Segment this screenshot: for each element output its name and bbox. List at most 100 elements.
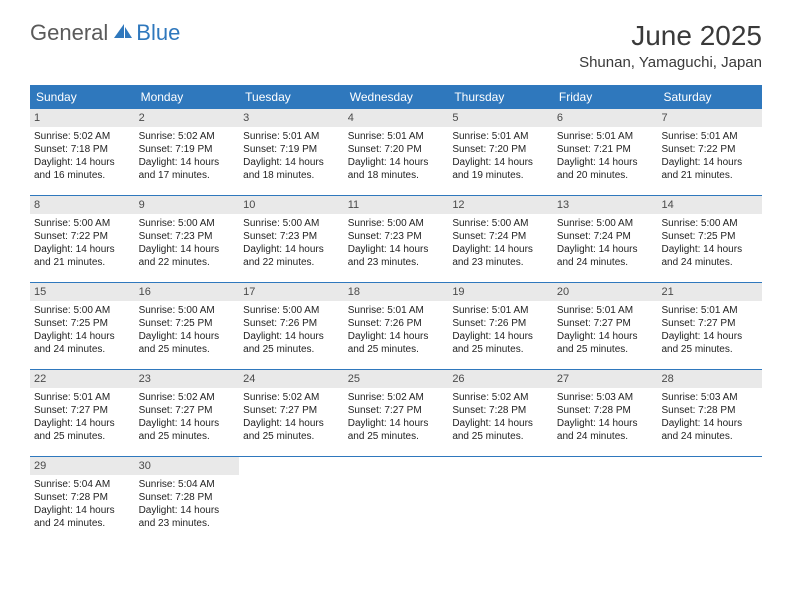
sunrise-line: Sunrise: 5:00 AM [34, 304, 131, 317]
day-number: 12 [448, 196, 553, 214]
day-cell: 11Sunrise: 5:00 AMSunset: 7:23 PMDayligh… [344, 196, 449, 282]
day-number: 9 [135, 196, 240, 214]
day-cell: 20Sunrise: 5:01 AMSunset: 7:27 PMDayligh… [553, 283, 658, 369]
day-body: Sunrise: 5:00 AMSunset: 7:24 PMDaylight:… [557, 217, 654, 269]
sunset-line: Sunset: 7:22 PM [661, 143, 758, 156]
logo: General Blue [30, 20, 180, 46]
sunrise-line: Sunrise: 5:01 AM [243, 130, 340, 143]
day-number: 21 [657, 283, 762, 301]
daylight-line: Daylight: 14 hours and 23 minutes. [139, 504, 236, 530]
dayhead-sunday: Sunday [30, 86, 135, 108]
day-cell: 29Sunrise: 5:04 AMSunset: 7:28 PMDayligh… [30, 457, 135, 543]
day-body: Sunrise: 5:00 AMSunset: 7:23 PMDaylight:… [243, 217, 340, 269]
day-number: 30 [135, 457, 240, 475]
day-number: 13 [553, 196, 658, 214]
day-body: Sunrise: 5:02 AMSunset: 7:27 PMDaylight:… [139, 391, 236, 443]
day-number: 28 [657, 370, 762, 388]
sunset-line: Sunset: 7:27 PM [34, 404, 131, 417]
sunrise-line: Sunrise: 5:00 AM [243, 304, 340, 317]
day-number: 16 [135, 283, 240, 301]
daylight-line: Daylight: 14 hours and 24 minutes. [34, 504, 131, 530]
sunset-line: Sunset: 7:19 PM [139, 143, 236, 156]
title-block: June 2025 Shunan, Yamaguchi, Japan [579, 20, 762, 71]
day-cell: 30 Sunrise: 5:04 AMSunset: 7:28 PMDayligh… [135, 457, 240, 543]
logo-text-general: General [30, 20, 108, 46]
daylight-line: Daylight: 14 hours and 17 minutes. [139, 156, 236, 182]
daylight-line: Daylight: 14 hours and 23 minutes. [452, 243, 549, 269]
day-number: 22 [30, 370, 135, 388]
daylight-line: Daylight: 14 hours and 25 minutes. [243, 330, 340, 356]
day-number: 6 [553, 109, 658, 127]
sunset-line: Sunset: 7:20 PM [348, 143, 445, 156]
day-body: Sunrise: 5:01 AMSunset: 7:20 PMDaylight:… [452, 130, 549, 182]
daylight-line: Daylight: 14 hours and 25 minutes. [661, 330, 758, 356]
day-body: Sunrise: 5:00 AMSunset: 7:22 PMDaylight:… [34, 217, 131, 269]
sunset-line: Sunset: 7:19 PM [243, 143, 340, 156]
day-cell: 1 Sunrise: 5:02 AMSunset: 7:18 PMDaylight… [30, 109, 135, 195]
day-cell: 21Sunrise: 5:01 AMSunset: 7:27 PMDayligh… [657, 283, 762, 369]
sunset-line: Sunset: 7:25 PM [34, 317, 131, 330]
sunset-line: Sunset: 7:27 PM [348, 404, 445, 417]
sunrise-line: Sunrise: 5:01 AM [661, 130, 758, 143]
sunset-line: Sunset: 7:24 PM [452, 230, 549, 243]
daylight-line: Daylight: 14 hours and 25 minutes. [452, 417, 549, 443]
day-cell: 22 Sunrise: 5:01 AMSunset: 7:27 PMDayligh… [30, 370, 135, 456]
dayhead-thursday: Thursday [448, 86, 553, 108]
sunrise-line: Sunrise: 5:00 AM [139, 217, 236, 230]
sunset-line: Sunset: 7:27 PM [661, 317, 758, 330]
day-body: Sunrise: 5:01 AMSunset: 7:26 PMDaylight:… [452, 304, 549, 356]
daylight-line: Daylight: 14 hours and 24 minutes. [34, 330, 131, 356]
sunset-line: Sunset: 7:23 PM [243, 230, 340, 243]
day-cell: 2Sunrise: 5:02 AMSunset: 7:19 PMDaylight… [135, 109, 240, 195]
day-body: Sunrise: 5:02 AMSunset: 7:27 PMDaylight:… [243, 391, 340, 443]
day-cell: 10Sunrise: 5:00 AMSunset: 7:23 PMDayligh… [239, 196, 344, 282]
sunset-line: Sunset: 7:22 PM [34, 230, 131, 243]
day-cell: 17Sunrise: 5:00 AMSunset: 7:26 PMDayligh… [239, 283, 344, 369]
day-body: Sunrise: 5:01 AMSunset: 7:26 PMDaylight:… [348, 304, 445, 356]
sunrise-line: Sunrise: 5:00 AM [661, 217, 758, 230]
header: General Blue June 2025 Shunan, Yamaguchi… [0, 0, 792, 77]
day-header-row: Sunday Monday Tuesday Wednesday Thursday… [30, 86, 762, 108]
sunset-line: Sunset: 7:25 PM [661, 230, 758, 243]
logo-text-blue: Blue [136, 20, 180, 46]
daylight-line: Daylight: 14 hours and 25 minutes. [557, 330, 654, 356]
sunrise-line: Sunrise: 5:02 AM [348, 391, 445, 404]
sunrise-line: Sunrise: 5:00 AM [452, 217, 549, 230]
day-cell [657, 457, 762, 543]
day-body: Sunrise: 5:02 AMSunset: 7:18 PMDaylight:… [34, 130, 131, 182]
daylight-line: Daylight: 14 hours and 25 minutes. [139, 417, 236, 443]
day-body: Sunrise: 5:04 AMSunset: 7:28 PMDaylight:… [139, 478, 236, 530]
daylight-line: Daylight: 14 hours and 20 minutes. [557, 156, 654, 182]
sunset-line: Sunset: 7:27 PM [557, 317, 654, 330]
sunrise-line: Sunrise: 5:01 AM [34, 391, 131, 404]
sunrise-line: Sunrise: 5:01 AM [348, 130, 445, 143]
sunrise-line: Sunrise: 5:03 AM [557, 391, 654, 404]
day-cell: 8Sunrise: 5:00 AMSunset: 7:22 PMDaylight… [30, 196, 135, 282]
day-number: 14 [657, 196, 762, 214]
day-body: Sunrise: 5:00 AMSunset: 7:26 PMDaylight:… [243, 304, 340, 356]
sunrise-line: Sunrise: 5:04 AM [34, 478, 131, 491]
daylight-line: Daylight: 14 hours and 22 minutes. [243, 243, 340, 269]
week-row: 29Sunrise: 5:04 AMSunset: 7:28 PMDayligh… [30, 456, 762, 543]
daylight-line: Daylight: 14 hours and 25 minutes. [34, 417, 131, 443]
day-number: 11 [344, 196, 449, 214]
day-number: 23 [135, 370, 240, 388]
daylight-line: Daylight: 14 hours and 18 minutes. [243, 156, 340, 182]
day-body: Sunrise: 5:03 AMSunset: 7:28 PMDaylight:… [557, 391, 654, 443]
daylight-line: Daylight: 14 hours and 25 minutes. [243, 417, 340, 443]
daylight-line: Daylight: 14 hours and 25 minutes. [348, 330, 445, 356]
day-number: 1 [30, 109, 135, 127]
day-cell: 12 Sunrise: 5:00 AMSunset: 7:24 PMDayligh… [448, 196, 553, 282]
dayhead-friday: Friday [553, 86, 658, 108]
day-cell [553, 457, 658, 543]
daylight-line: Daylight: 14 hours and 22 minutes. [139, 243, 236, 269]
sunset-line: Sunset: 7:27 PM [139, 404, 236, 417]
day-number: 7 [657, 109, 762, 127]
day-number: 18 [344, 283, 449, 301]
dayhead-monday: Monday [135, 86, 240, 108]
day-body: Sunrise: 5:02 AMSunset: 7:28 PMDaylight:… [452, 391, 549, 443]
day-number: 3 [239, 109, 344, 127]
day-number: 19 [448, 283, 553, 301]
dayhead-saturday: Saturday [657, 86, 762, 108]
day-body: Sunrise: 5:00 AMSunset: 7:25 PMDaylight:… [139, 304, 236, 356]
